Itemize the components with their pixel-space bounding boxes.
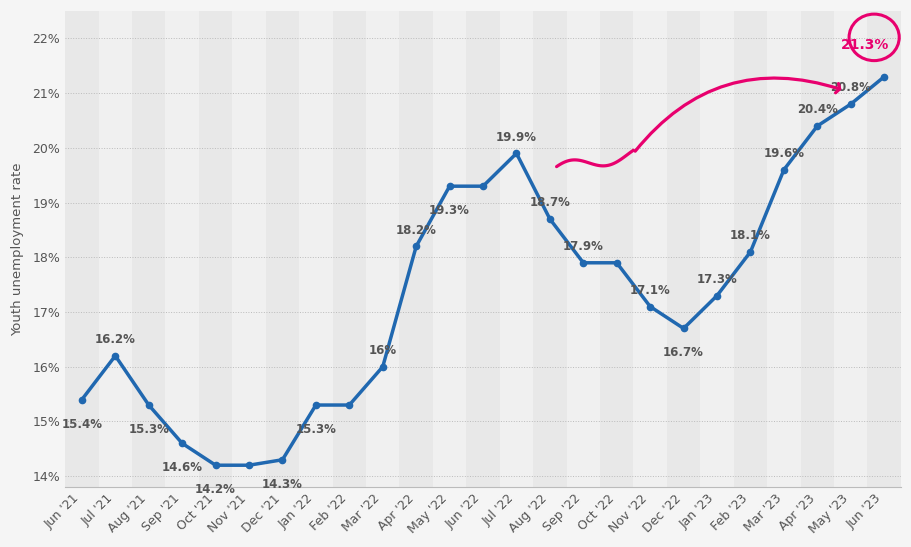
Bar — [700, 11, 733, 487]
Text: 18.7%: 18.7% — [529, 196, 569, 210]
Text: 19.3%: 19.3% — [429, 204, 469, 217]
Bar — [766, 11, 800, 487]
Text: 16%: 16% — [368, 344, 396, 357]
Bar — [633, 11, 666, 487]
Bar — [98, 11, 132, 487]
Bar — [733, 11, 766, 487]
Text: 15.4%: 15.4% — [61, 417, 102, 430]
Bar — [466, 11, 499, 487]
Bar — [199, 11, 232, 487]
Text: 18.2%: 18.2% — [395, 224, 436, 237]
Text: 20.8%: 20.8% — [829, 82, 870, 95]
Text: 21.3%: 21.3% — [840, 38, 888, 52]
Bar — [265, 11, 299, 487]
Text: 20.4%: 20.4% — [796, 103, 837, 117]
Bar — [533, 11, 566, 487]
Y-axis label: Youth unemployment rate: Youth unemployment rate — [11, 162, 24, 336]
Text: 14.2%: 14.2% — [195, 483, 236, 496]
Text: 17.9%: 17.9% — [562, 240, 603, 253]
Text: 18.1%: 18.1% — [729, 229, 770, 242]
Text: 19.6%: 19.6% — [763, 147, 804, 160]
Text: 16.2%: 16.2% — [95, 333, 136, 346]
Text: 14.3%: 14.3% — [261, 478, 302, 491]
Bar — [132, 11, 165, 487]
Bar — [433, 11, 466, 487]
Bar — [800, 11, 834, 487]
Bar — [165, 11, 199, 487]
Bar — [333, 11, 365, 487]
Bar — [499, 11, 533, 487]
Bar — [65, 11, 98, 487]
Text: 15.3%: 15.3% — [295, 423, 336, 436]
Bar — [834, 11, 866, 487]
Bar — [232, 11, 265, 487]
Text: 14.6%: 14.6% — [161, 461, 202, 474]
Text: 15.3%: 15.3% — [128, 423, 169, 436]
Bar — [399, 11, 433, 487]
Bar — [365, 11, 399, 487]
Bar — [299, 11, 333, 487]
Bar — [599, 11, 633, 487]
Bar — [566, 11, 599, 487]
Bar — [666, 11, 700, 487]
Text: 16.7%: 16.7% — [662, 346, 703, 359]
Text: 17.3%: 17.3% — [696, 273, 737, 286]
Text: 19.9%: 19.9% — [496, 131, 537, 144]
Bar — [866, 11, 900, 487]
Text: 17.1%: 17.1% — [630, 284, 670, 297]
